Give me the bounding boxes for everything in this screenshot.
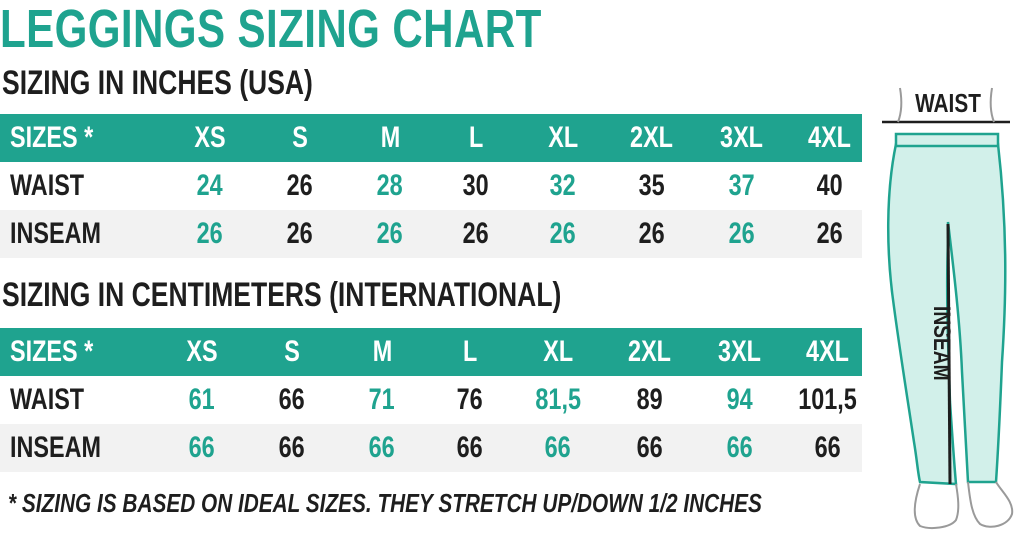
- size-header-m: M: [380, 121, 400, 154]
- table-row: INSEAM 26 26 26 26 26 26 26 26: [0, 210, 862, 258]
- table-cell: 26: [462, 217, 490, 250]
- table-cell: 26: [196, 217, 224, 250]
- table-cell: 30: [462, 169, 490, 202]
- centimeters-section-heading: SIZING IN CENTIMETERS (INTERNATIONAL): [2, 276, 562, 314]
- size-header-2xl: 2XL: [630, 121, 674, 154]
- inches-section-heading: SIZING IN INCHES (USA): [2, 64, 313, 102]
- inseam-label: INSEAM: [928, 306, 956, 381]
- table-cell: 71: [368, 383, 396, 416]
- table-cell: 66: [278, 383, 306, 416]
- table-cell: 66: [544, 431, 572, 464]
- table-cell: 40: [816, 169, 844, 202]
- table-cell: 26: [638, 217, 666, 250]
- table-row: WAIST 24 26 28 30 32 35 37 40: [0, 162, 862, 210]
- inches-table: SIZES * XS S M L XL 2XL 3XL 4XL WAIST 24…: [0, 114, 862, 258]
- table-cell: 26: [286, 217, 314, 250]
- size-header-xs: XS: [186, 335, 218, 368]
- size-header-xl: XL: [543, 335, 573, 368]
- size-header-3xl: 3XL: [720, 121, 764, 154]
- table-row: INSEAM 66 66 66 66 66 66 66 66: [0, 424, 862, 472]
- size-header-4xl: 4XL: [808, 121, 852, 154]
- row-label-waist: WAIST: [10, 383, 85, 416]
- waist-label: WAIST: [915, 89, 981, 118]
- table-cell: 32: [549, 169, 577, 202]
- size-header-m: M: [372, 335, 392, 368]
- size-header-2xl: 2XL: [628, 335, 672, 368]
- row-label-waist: WAIST: [10, 169, 85, 202]
- table-cell: 37: [728, 169, 756, 202]
- size-header-l: L: [468, 121, 484, 154]
- sizes-header-label: SIZES *: [10, 121, 94, 154]
- table-row: WAIST 61 66 71 76 81,5 89 94 101,5: [0, 376, 862, 424]
- inches-header-row: SIZES * XS S M L XL 2XL 3XL 4XL: [0, 114, 862, 162]
- table-cell: 94: [726, 383, 754, 416]
- table-cell: 28: [376, 169, 404, 202]
- left-foot-outline: [913, 483, 960, 529]
- table-cell: 66: [814, 431, 842, 464]
- table-cell: 81,5: [535, 383, 581, 416]
- page-title: LEGGINGS SIZING CHART: [0, 0, 542, 59]
- table-cell: 66: [726, 431, 754, 464]
- sizes-header-label: SIZES *: [10, 335, 94, 368]
- table-cell: 76: [456, 383, 484, 416]
- table-cell: 24: [196, 169, 224, 202]
- size-header-xl: XL: [548, 121, 578, 154]
- table-cell: 89: [636, 383, 664, 416]
- table-cell: 26: [286, 169, 314, 202]
- table-cell: 61: [188, 383, 216, 416]
- leggings-icon: WAIST INSEAM: [882, 87, 1014, 529]
- inseam-measure-line: [946, 223, 952, 485]
- right-foot-outline: [967, 481, 1014, 528]
- size-header-s: S: [292, 121, 308, 154]
- table-cell: 66: [368, 431, 396, 464]
- centimeters-table: SIZES * XS S M L XL 2XL 3XL 4XL WAIST 61…: [0, 328, 862, 472]
- table-cell: 26: [549, 217, 577, 250]
- table-cell: 66: [456, 431, 484, 464]
- leggings-illustration: WAIST INSEAM: [868, 82, 1024, 532]
- waistband: [894, 132, 1000, 148]
- row-label-inseam: INSEAM: [10, 217, 102, 250]
- size-header-4xl: 4XL: [806, 335, 850, 368]
- table-cell: 66: [636, 431, 664, 464]
- table-cell: 26: [728, 217, 756, 250]
- table-cell: 101,5: [798, 383, 858, 416]
- torso-outline: [897, 87, 995, 123]
- size-header-s: S: [284, 335, 300, 368]
- centimeters-header-row: SIZES * XS S M L XL 2XL 3XL 4XL: [0, 328, 862, 376]
- size-header-xs: XS: [194, 121, 226, 154]
- size-header-l: L: [462, 335, 478, 368]
- table-cell: 66: [188, 431, 216, 464]
- table-cell: 66: [278, 431, 306, 464]
- table-cell: 26: [816, 217, 844, 250]
- row-label-inseam: INSEAM: [10, 431, 102, 464]
- table-cell: 35: [638, 169, 666, 202]
- table-cell: 26: [376, 217, 404, 250]
- size-header-3xl: 3XL: [718, 335, 762, 368]
- sizing-footnote: * SIZING IS BASED ON IDEAL SIZES. THEY S…: [8, 488, 762, 518]
